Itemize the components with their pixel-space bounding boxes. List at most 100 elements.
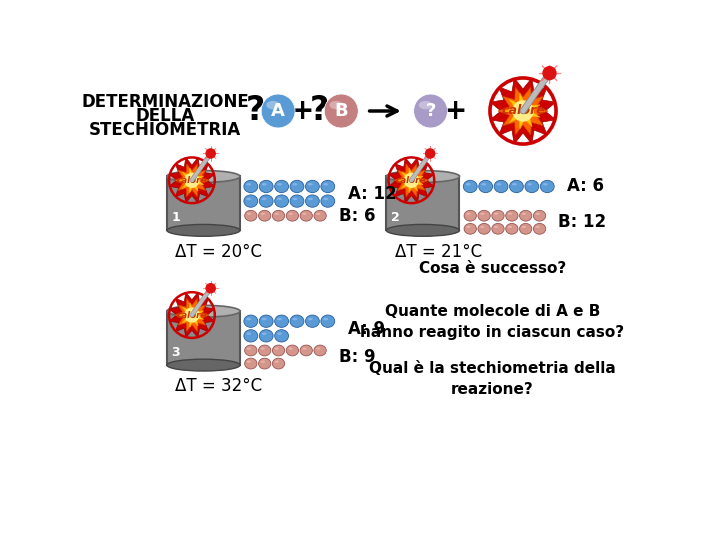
Circle shape	[414, 94, 448, 128]
Text: +: +	[291, 97, 315, 125]
Ellipse shape	[527, 183, 532, 186]
Ellipse shape	[494, 213, 498, 215]
Ellipse shape	[246, 318, 251, 320]
Ellipse shape	[300, 345, 312, 356]
Ellipse shape	[287, 345, 299, 356]
Ellipse shape	[274, 195, 289, 207]
Ellipse shape	[292, 183, 297, 186]
Text: DELLA: DELLA	[135, 107, 194, 125]
Bar	[167, 177, 240, 231]
Ellipse shape	[245, 345, 257, 356]
Bar	[387, 177, 459, 231]
Ellipse shape	[289, 213, 293, 215]
Ellipse shape	[167, 225, 240, 237]
Ellipse shape	[261, 183, 266, 186]
Ellipse shape	[522, 213, 526, 215]
Ellipse shape	[323, 183, 328, 186]
Ellipse shape	[305, 315, 320, 327]
Ellipse shape	[321, 315, 335, 327]
Ellipse shape	[290, 315, 304, 327]
Ellipse shape	[277, 318, 282, 320]
Ellipse shape	[508, 213, 512, 215]
Ellipse shape	[308, 183, 312, 186]
Ellipse shape	[478, 211, 490, 221]
Ellipse shape	[244, 195, 258, 207]
Ellipse shape	[466, 183, 471, 186]
Polygon shape	[505, 93, 540, 129]
Ellipse shape	[261, 318, 266, 320]
Text: B: B	[335, 102, 348, 120]
Ellipse shape	[277, 333, 282, 335]
Ellipse shape	[330, 101, 343, 109]
Ellipse shape	[292, 198, 297, 200]
Ellipse shape	[290, 195, 304, 207]
Circle shape	[324, 94, 359, 128]
Ellipse shape	[481, 183, 486, 186]
Ellipse shape	[261, 198, 266, 200]
Text: ΔT = 32°C: ΔT = 32°C	[175, 377, 262, 395]
Ellipse shape	[167, 171, 240, 183]
Ellipse shape	[534, 224, 546, 234]
Ellipse shape	[321, 180, 335, 193]
Ellipse shape	[167, 359, 240, 371]
Ellipse shape	[261, 213, 265, 215]
Polygon shape	[490, 78, 556, 144]
Ellipse shape	[259, 330, 273, 342]
Text: 1: 1	[171, 211, 180, 224]
Ellipse shape	[246, 183, 251, 186]
Text: B: 6: B: 6	[338, 207, 375, 225]
Ellipse shape	[245, 211, 257, 221]
Text: calore: calore	[176, 176, 207, 185]
Ellipse shape	[272, 211, 284, 221]
Ellipse shape	[520, 211, 532, 221]
Ellipse shape	[314, 211, 326, 221]
Polygon shape	[389, 158, 434, 203]
Ellipse shape	[540, 180, 554, 193]
Polygon shape	[169, 292, 215, 338]
Ellipse shape	[505, 211, 518, 221]
Ellipse shape	[261, 361, 265, 363]
Ellipse shape	[305, 195, 320, 207]
Ellipse shape	[321, 195, 335, 207]
Polygon shape	[498, 87, 548, 135]
Text: A: 12: A: 12	[348, 185, 397, 203]
Ellipse shape	[247, 348, 251, 350]
Ellipse shape	[167, 305, 240, 317]
Ellipse shape	[480, 226, 485, 228]
Polygon shape	[169, 158, 215, 203]
Ellipse shape	[259, 315, 273, 327]
Ellipse shape	[494, 180, 508, 193]
Ellipse shape	[316, 348, 320, 350]
Circle shape	[206, 149, 215, 158]
Ellipse shape	[277, 183, 282, 186]
Ellipse shape	[244, 330, 258, 342]
Text: DETERMINAZIONE: DETERMINAZIONE	[81, 93, 249, 111]
Ellipse shape	[534, 211, 546, 221]
Ellipse shape	[536, 226, 540, 228]
Ellipse shape	[246, 333, 251, 335]
Text: +: +	[444, 97, 468, 125]
Text: calore: calore	[501, 105, 545, 118]
Ellipse shape	[497, 183, 501, 186]
Text: Qual è la stechiometria della
reazione?: Qual è la stechiometria della reazione?	[369, 361, 616, 397]
Polygon shape	[179, 168, 204, 193]
Text: calore: calore	[176, 310, 207, 320]
Ellipse shape	[308, 318, 312, 320]
Ellipse shape	[520, 224, 532, 234]
Ellipse shape	[302, 213, 307, 215]
Ellipse shape	[510, 180, 523, 193]
Ellipse shape	[314, 345, 326, 356]
Text: Cosa è successo?: Cosa è successo?	[418, 261, 566, 276]
Text: A: 6: A: 6	[567, 178, 604, 195]
Ellipse shape	[274, 330, 289, 342]
Ellipse shape	[266, 101, 280, 109]
Text: ?: ?	[426, 102, 436, 120]
Ellipse shape	[258, 358, 271, 369]
Ellipse shape	[289, 348, 293, 350]
Ellipse shape	[274, 348, 279, 350]
Ellipse shape	[323, 198, 328, 200]
Text: Quante molecole di A e B
hanno reagito in ciascun caso?: Quante molecole di A e B hanno reagito i…	[360, 303, 624, 340]
Ellipse shape	[478, 224, 490, 234]
Text: ?: ?	[246, 94, 266, 127]
Ellipse shape	[494, 226, 498, 228]
